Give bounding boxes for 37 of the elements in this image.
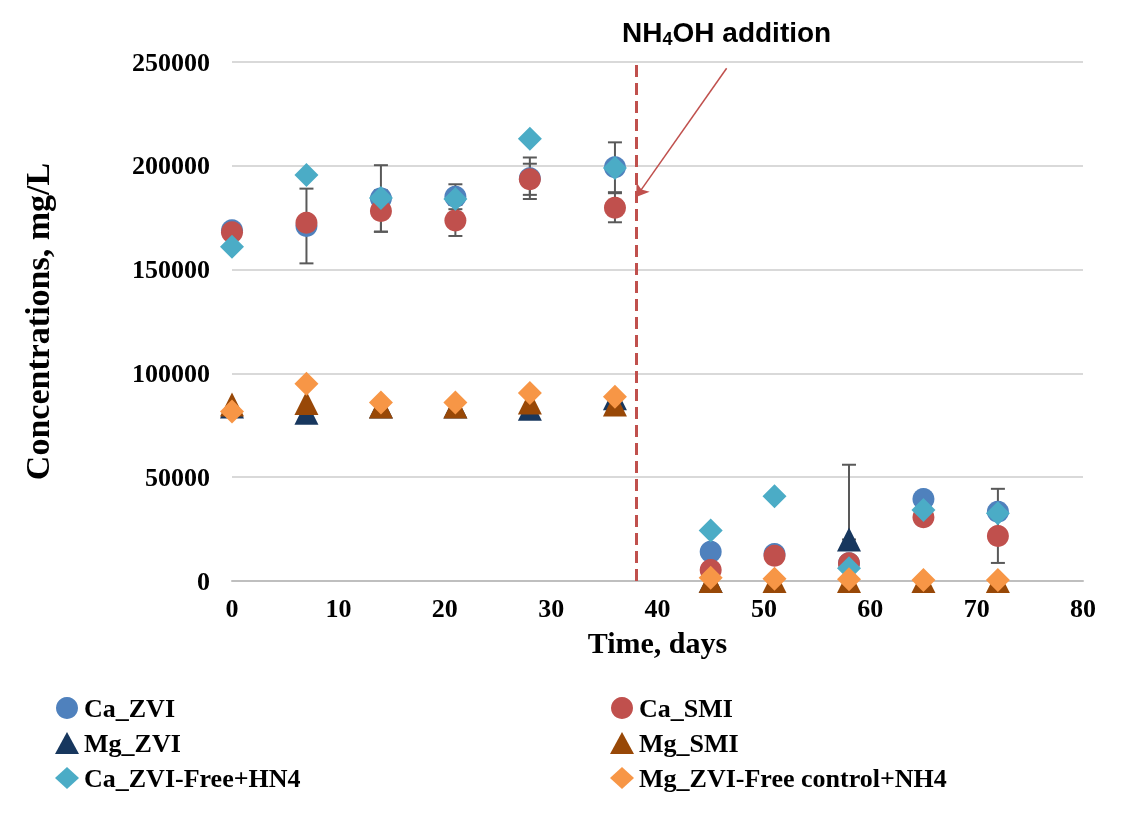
point	[836, 527, 861, 552]
y-axis-title: Concentrations, mg/L	[18, 162, 56, 481]
point	[699, 540, 722, 563]
legend-label: Mg_ZVI	[84, 728, 181, 758]
y-tick-label: 200000	[132, 151, 210, 181]
point	[603, 196, 626, 219]
x-tick-label: 0	[225, 593, 239, 623]
point	[220, 234, 244, 259]
x-tick-label: 80	[1070, 593, 1096, 623]
x-tick-label: 70	[963, 593, 990, 623]
legend-label: Ca_ZVI-Free+HN4	[84, 763, 301, 793]
x-tick-label: 60	[857, 593, 884, 623]
point	[986, 524, 1009, 547]
point	[517, 126, 542, 151]
x-tick-label: 40	[644, 593, 671, 623]
x-axis-title: Time, days	[587, 625, 728, 659]
legend-label: Ca_SMI	[639, 693, 733, 723]
y-tick-label: 150000	[132, 255, 210, 285]
point	[762, 484, 787, 509]
point	[911, 498, 936, 522]
point	[220, 399, 244, 424]
point	[517, 381, 542, 406]
y-tick-label: 50000	[145, 462, 210, 492]
y-tick-label: 100000	[132, 358, 210, 388]
y-tick-label: 0	[197, 566, 210, 596]
legend-label: Ca_ZVI	[84, 693, 176, 723]
x-tick-label: 50	[750, 593, 777, 623]
point	[444, 209, 467, 232]
x-tick-label: 30	[538, 593, 565, 623]
legend-label: Mg_SMI	[639, 728, 739, 758]
x-tick-label: 20	[431, 593, 458, 623]
x-tick-label: 10	[325, 593, 352, 623]
point	[294, 371, 319, 396]
y-tick-label: 250000	[132, 47, 210, 77]
point	[698, 518, 723, 543]
point	[294, 162, 319, 187]
legend-label: Mg_ZVI-Free control+NH4	[639, 763, 947, 793]
